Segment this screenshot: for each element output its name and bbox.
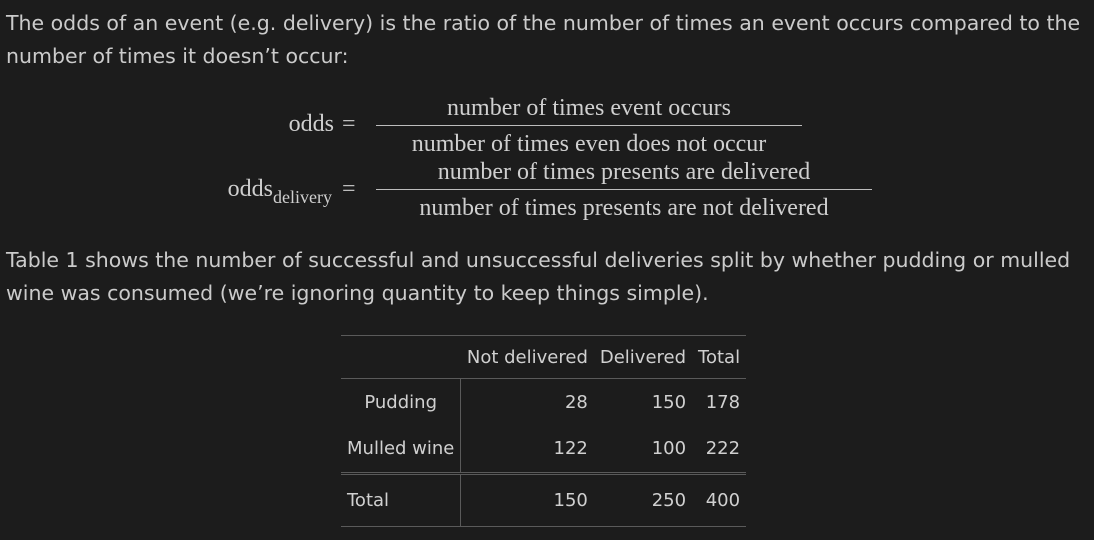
fraction-numerator: number of times event occurs	[447, 95, 731, 121]
table-footer-row: Total 150 250 400	[341, 473, 747, 527]
header-empty	[341, 335, 461, 379]
intro-paragraph: The odds of an event (e.g. delivery) is …	[6, 11, 1081, 68]
table-header-row: Not delivered Delivered Total	[341, 335, 747, 379]
fraction-denominator: number of times presents are not deliver…	[419, 195, 829, 221]
table-cell: 222	[692, 425, 747, 475]
deliveries-table: Not delivered Delivered Total Pudding 28…	[341, 335, 747, 527]
fraction: number of times event occurs number of t…	[376, 94, 802, 158]
fraction: number of times presents are delivered n…	[376, 158, 872, 222]
table-cell: 150	[460, 473, 594, 527]
footer-label: Total	[341, 473, 462, 527]
equation-lhs: oddsdelivery	[227, 176, 332, 207]
fraction-bar	[376, 189, 872, 190]
table-cell: 400	[692, 473, 747, 527]
table-cell: 150	[651, 391, 687, 413]
fraction-numerator: number of times presents are delivered	[437, 159, 811, 185]
equals-sign: =	[342, 111, 356, 137]
header-not-delivered: Not delivered	[460, 335, 594, 379]
row-label: Mulled wine	[341, 425, 462, 475]
equals-sign: =	[342, 176, 356, 202]
odds-equation: odds = number of times event occurs numb…	[0, 90, 1094, 158]
row-label: Pudding	[341, 378, 462, 425]
header-total: Total	[692, 335, 747, 379]
equation-lhs: odds	[288, 111, 334, 137]
table-row: Pudding 28 150 178	[341, 378, 746, 425]
fraction-bar	[376, 125, 802, 126]
table-row: Mulled wine 122 100 222	[341, 425, 747, 475]
table-cell: 178	[705, 391, 741, 413]
fraction-denominator: number of times even does not occur	[411, 131, 767, 157]
table-cell: 122	[460, 425, 594, 475]
table-cell: 28	[564, 391, 588, 413]
odds-delivery-equation: oddsdelivery = number of times presents …	[0, 156, 1094, 222]
header-delivered: Delivered	[593, 335, 693, 379]
equation-subscript: delivery	[273, 187, 332, 207]
table-cell: 100	[593, 425, 693, 475]
table-cell: 250	[593, 473, 693, 527]
table-description-paragraph: Table 1 shows the number of successful a…	[6, 248, 1071, 305]
